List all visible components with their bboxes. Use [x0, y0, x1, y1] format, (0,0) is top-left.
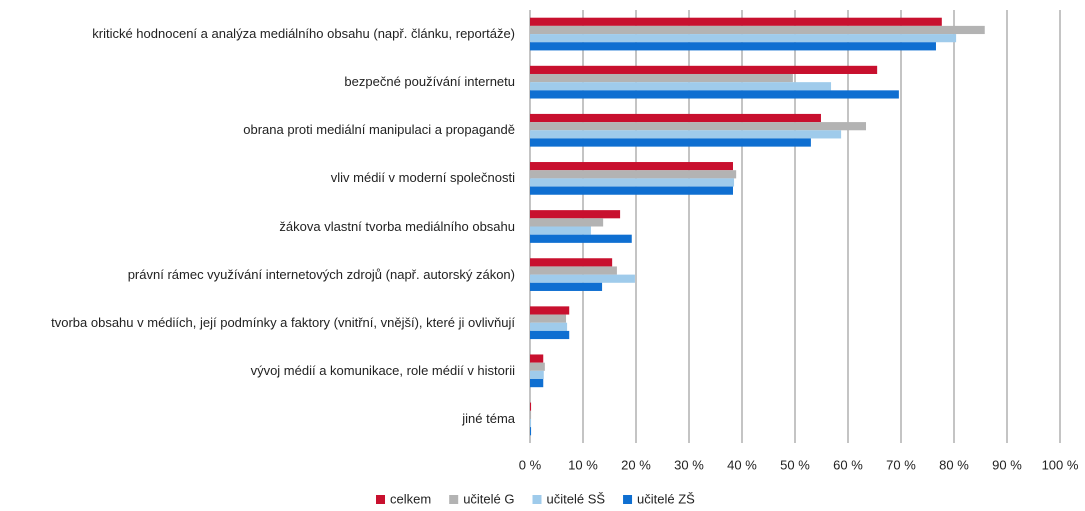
x-tick-label: 60 %	[833, 457, 863, 472]
bar	[530, 73, 793, 83]
bar	[530, 354, 544, 363]
category-label: vývoj médií a komunikace, role médií v h…	[250, 362, 515, 378]
bar	[530, 90, 899, 99]
bar	[530, 379, 544, 388]
bar	[530, 113, 821, 123]
bar	[530, 218, 604, 227]
x-tick-label: 10 %	[568, 457, 598, 472]
legend-label: učitelé SŠ	[547, 491, 606, 506]
bar	[530, 17, 942, 26]
bar	[530, 234, 632, 243]
bar	[530, 330, 570, 340]
x-tick-label: 40 %	[727, 457, 757, 472]
bar	[530, 370, 544, 380]
bar	[530, 418, 532, 428]
category-label: jiné téma	[462, 410, 515, 426]
bar	[530, 226, 591, 235]
legend-swatch	[623, 495, 633, 504]
x-tick-label: 90 %	[992, 457, 1022, 472]
bar	[530, 274, 635, 283]
bar	[530, 34, 957, 43]
category-label: kritické hodnocení a analýza mediálního …	[92, 26, 515, 42]
legend-label: učitelé ZŠ	[637, 491, 695, 506]
x-tick-label: 0 %	[519, 457, 542, 472]
bar	[530, 82, 832, 91]
bar	[530, 362, 545, 371]
bar	[530, 306, 570, 315]
category-label: vliv médií v moderní společnosti	[330, 170, 515, 186]
legend-swatch	[376, 495, 385, 504]
category-label: obrana proti mediální manipulaci a propa…	[243, 122, 515, 138]
category-label: žákova vlastní tvorba mediálního obsahu	[279, 218, 515, 234]
x-tick-label: 70 %	[886, 457, 916, 472]
x-tick-label: 100 %	[1042, 457, 1079, 472]
bar	[530, 427, 532, 436]
bar	[530, 314, 567, 323]
legend-swatch	[532, 495, 542, 504]
bar	[530, 162, 733, 171]
bar	[530, 210, 621, 219]
bar	[530, 266, 617, 275]
x-tick-label: 20 %	[621, 457, 651, 472]
bar	[530, 402, 532, 411]
bar	[530, 42, 936, 51]
bar	[530, 178, 735, 187]
bar	[530, 138, 811, 147]
bar	[530, 322, 568, 331]
bar	[530, 170, 737, 179]
bar	[530, 186, 733, 195]
category-label: právní rámec využívání internetových zdr…	[127, 266, 515, 282]
legend-swatch	[449, 495, 459, 504]
bar	[530, 410, 532, 419]
bar	[530, 282, 603, 291]
legend-label: učitelé G	[463, 491, 514, 506]
legend-label: celkem	[390, 491, 431, 506]
x-tick-label: 30 %	[674, 457, 704, 472]
bar	[530, 258, 613, 267]
x-tick-label: 80 %	[939, 457, 969, 472]
bar	[530, 122, 867, 131]
x-tick-label: 50 %	[780, 457, 810, 472]
category-label: tvorba obsahu v médiích, její podmínky a…	[51, 314, 515, 330]
category-label: bezpečné používání internetu	[344, 74, 515, 90]
bar	[530, 65, 878, 74]
bar	[530, 130, 842, 139]
bar	[530, 25, 985, 35]
